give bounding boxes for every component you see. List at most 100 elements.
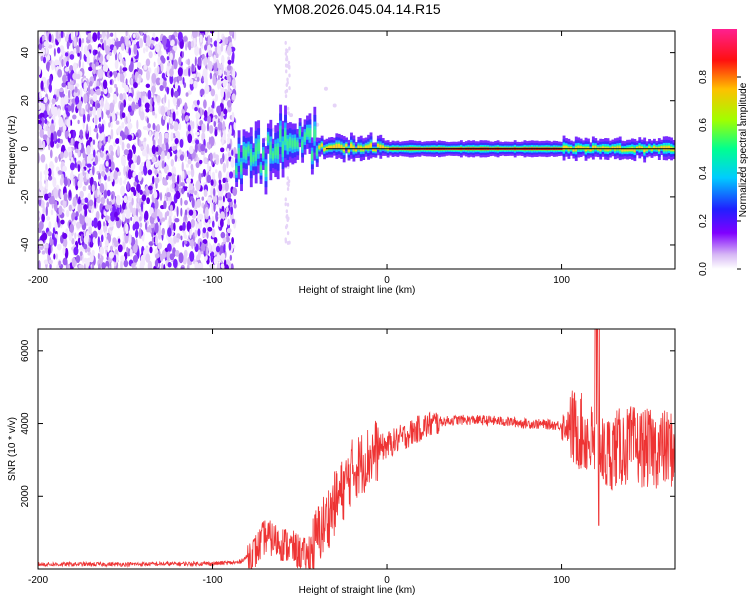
noise-mark <box>110 214 116 222</box>
noise-mark <box>204 206 209 218</box>
noise-mark <box>184 209 188 216</box>
noise-mark <box>133 189 137 197</box>
noise-mark <box>72 72 78 80</box>
noise-mark <box>145 159 151 170</box>
noise-mark <box>170 131 174 142</box>
noise-mark <box>214 93 219 102</box>
noise-mark <box>145 107 150 113</box>
noise-mark <box>191 31 198 39</box>
noise-mark <box>141 145 144 151</box>
noise-mark <box>194 142 198 153</box>
noise-mark <box>187 124 191 132</box>
colorbar-tick-label: 0.0 <box>698 262 709 276</box>
noise-mark <box>126 246 129 253</box>
noise-mark <box>161 227 165 236</box>
noise-mark <box>42 43 45 49</box>
noise-mark <box>143 165 146 173</box>
noise-mark <box>221 88 224 98</box>
noise-mark <box>123 179 127 185</box>
noise-mark <box>154 113 158 119</box>
noise-mark <box>227 151 231 157</box>
noise-mark <box>105 204 110 210</box>
signal-mark <box>281 144 285 154</box>
colorbar-tick-label: 0.6 <box>698 118 709 132</box>
noise-mark <box>207 161 210 172</box>
noise-mark <box>155 77 161 86</box>
noise-mark <box>233 203 237 209</box>
noise-mark <box>103 211 107 217</box>
noise-mark <box>64 52 69 57</box>
noise-mark <box>50 195 56 205</box>
noise-mark <box>176 98 181 108</box>
noise-mark <box>119 65 122 76</box>
noise-mark <box>50 60 55 71</box>
noise-mark <box>206 231 209 239</box>
signal-mark <box>672 148 675 152</box>
noise-mark <box>117 171 121 176</box>
noise-mark <box>230 157 235 168</box>
noise-mark <box>174 154 178 163</box>
noise-mark <box>152 87 155 98</box>
streak-mark <box>284 237 287 242</box>
noise-mark <box>39 90 42 100</box>
noise-mark <box>220 130 223 138</box>
noise-mark <box>178 56 182 66</box>
noise-mark <box>71 211 76 222</box>
noise-mark <box>57 107 61 118</box>
signal-mark <box>288 139 292 146</box>
noise-mark <box>180 207 183 217</box>
noise-mark <box>106 189 111 197</box>
noise-mark <box>184 115 190 122</box>
noise-mark <box>152 32 156 38</box>
noise-mark <box>85 129 90 140</box>
noise-mark <box>147 123 151 129</box>
signal-mark <box>293 140 297 147</box>
noise-mark <box>104 181 108 192</box>
noise-mark <box>160 105 166 116</box>
streak-mark <box>284 89 287 94</box>
noise-mark <box>93 217 98 229</box>
noise-mark <box>85 104 88 112</box>
noise-mark <box>186 187 189 193</box>
streak-mark <box>286 63 289 68</box>
noise-mark <box>189 195 194 201</box>
noise-mark <box>77 119 80 125</box>
noise-mark <box>138 227 142 239</box>
noise-mark <box>167 261 172 268</box>
noise-mark <box>212 220 215 228</box>
noise-mark <box>107 136 111 144</box>
signal-mark <box>308 130 312 137</box>
noise-mark <box>72 196 77 207</box>
signal-mark <box>249 152 253 163</box>
noise-mark <box>120 155 126 167</box>
noise-mark <box>202 227 207 234</box>
noise-mark <box>116 111 119 116</box>
noise-mark <box>86 123 89 134</box>
noise-mark <box>67 146 72 153</box>
noise-mark <box>159 132 163 143</box>
noise-mark <box>217 121 223 131</box>
noise-mark <box>68 133 72 139</box>
noise-mark <box>72 62 78 71</box>
noise-mark <box>139 164 144 172</box>
noise-mark <box>60 219 65 225</box>
noise-mark <box>176 174 180 185</box>
noise-mark <box>219 69 222 77</box>
noise-mark <box>143 137 147 142</box>
signal-mark <box>350 143 353 148</box>
noise-mark <box>148 51 153 59</box>
noise-mark <box>99 183 105 194</box>
spectrogram-frame <box>37 30 676 270</box>
noise-mark <box>181 113 184 122</box>
noise-mark <box>69 162 75 171</box>
noise-mark <box>62 237 68 248</box>
noise-mark <box>65 60 69 67</box>
noise-mark <box>78 264 84 269</box>
noise-mark <box>180 235 183 241</box>
noise-mark <box>88 136 93 143</box>
noise-mark <box>48 231 52 237</box>
noise-mark <box>158 211 163 220</box>
noise-mark <box>38 249 41 255</box>
noise-mark <box>44 244 49 249</box>
noise-mark <box>62 165 67 172</box>
